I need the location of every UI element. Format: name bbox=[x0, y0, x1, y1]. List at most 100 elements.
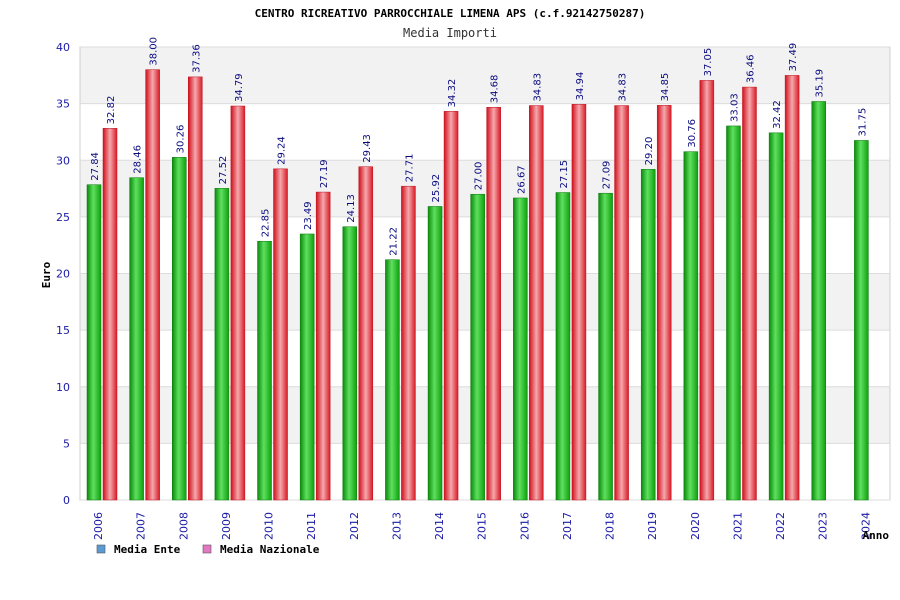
y-tick-label: 15 bbox=[56, 324, 70, 337]
data-label: 37.05 bbox=[703, 48, 714, 77]
x-tick-label: 2007 bbox=[135, 512, 148, 540]
bar-media-nazionale-2015 bbox=[486, 106, 501, 501]
data-label: 34.32 bbox=[447, 79, 458, 108]
data-label: 27.52 bbox=[218, 156, 229, 185]
bar-media-nazionale-2007 bbox=[145, 69, 160, 501]
bar-media-ente-2012 bbox=[342, 226, 358, 501]
bar-media-ente-2017 bbox=[555, 192, 571, 501]
data-label: 34.85 bbox=[660, 73, 671, 102]
x-tick-label: 2018 bbox=[604, 512, 617, 540]
data-label: 34.83 bbox=[532, 73, 543, 102]
data-label: 34.68 bbox=[490, 75, 501, 104]
x-axis-label: Anno bbox=[863, 529, 890, 542]
y-tick-label: 40 bbox=[56, 41, 70, 54]
bar-media-ente-2014 bbox=[427, 206, 443, 501]
data-label: 27.19 bbox=[319, 159, 330, 188]
data-label: 27.09 bbox=[602, 161, 613, 190]
data-label: 21.22 bbox=[388, 227, 399, 256]
x-tick-label: 2008 bbox=[177, 512, 190, 540]
y-tick-label: 0 bbox=[63, 494, 70, 507]
data-label: 38.00 bbox=[149, 37, 160, 66]
x-tick-label: 2010 bbox=[263, 512, 276, 540]
bar-media-nazionale-2006 bbox=[102, 128, 118, 501]
data-label: 32.82 bbox=[106, 96, 117, 125]
x-tick-label: 2016 bbox=[518, 512, 531, 540]
bar-media-nazionale-2014 bbox=[443, 111, 459, 501]
x-tick-label: 2022 bbox=[774, 512, 787, 540]
bar-media-ente-2018 bbox=[598, 192, 613, 501]
data-label: 29.43 bbox=[362, 134, 373, 163]
bar-media-ente-2008 bbox=[172, 157, 187, 501]
bar-media-nazionale-2009 bbox=[230, 105, 246, 501]
y-tick-label: 5 bbox=[63, 437, 70, 450]
data-label: 30.76 bbox=[687, 119, 698, 148]
data-label: 35.19 bbox=[815, 69, 826, 98]
data-label: 29.24 bbox=[277, 136, 288, 165]
x-tick-label: 2017 bbox=[561, 512, 574, 540]
x-tick-label: 2019 bbox=[646, 512, 659, 540]
data-label: 37.49 bbox=[788, 43, 799, 72]
data-labels: 27.84 28.46 30.26 27.52 22.85 23.49 24.13 21.22… bbox=[90, 37, 868, 256]
bar-media-ente-2021 bbox=[726, 125, 741, 501]
x-tick-label: 2012 bbox=[348, 512, 361, 540]
y-axis-ticks: 0 5 10 15 20 25 30 35 40 bbox=[56, 41, 70, 507]
legend-swatch-media-nazionale bbox=[202, 544, 212, 554]
bars bbox=[86, 69, 869, 501]
y-tick-label: 30 bbox=[56, 154, 70, 167]
x-tick-label: 2015 bbox=[476, 512, 489, 540]
x-tick-label: 2020 bbox=[689, 512, 702, 540]
y-tick-label: 20 bbox=[56, 268, 70, 281]
bar-media-ente-2007 bbox=[129, 177, 144, 501]
data-label: 26.67 bbox=[516, 165, 527, 194]
bar-media-ente-2016 bbox=[513, 197, 528, 501]
x-axis-ticks: 2006 2007 2008 2009 2010 2011 2012 2013 2014 2015… bbox=[92, 512, 872, 540]
data-label: 27.84 bbox=[90, 152, 101, 181]
bar-media-nazionale-2016 bbox=[529, 105, 544, 501]
data-label: 34.83 bbox=[618, 73, 629, 102]
bar-media-nazionale-2008 bbox=[188, 76, 203, 501]
bar-media-nazionale-2019 bbox=[656, 105, 672, 501]
data-label: 25.92 bbox=[431, 174, 442, 203]
x-tick-label: 2014 bbox=[433, 512, 446, 540]
legend: Media Ente Media Nazionale bbox=[96, 543, 320, 556]
bar-media-ente-2023 bbox=[811, 101, 826, 501]
data-label: 34.79 bbox=[234, 73, 245, 102]
chart-subtitle: Media Importi bbox=[403, 26, 497, 40]
x-tick-label: 2006 bbox=[92, 512, 105, 540]
data-label: 36.46 bbox=[745, 54, 756, 83]
data-label: 31.75 bbox=[857, 108, 868, 137]
bar-media-nazionale-2021 bbox=[742, 86, 757, 501]
data-label: 27.00 bbox=[474, 162, 485, 191]
legend-label-media-nazionale: Media Nazionale bbox=[220, 543, 320, 556]
x-tick-label: 2021 bbox=[731, 512, 744, 540]
bar-media-ente-2022 bbox=[768, 132, 784, 501]
data-label: 23.49 bbox=[303, 201, 314, 230]
bar-media-nazionale-2022 bbox=[784, 75, 800, 501]
y-tick-label: 10 bbox=[56, 381, 70, 394]
x-tick-label: 2011 bbox=[305, 512, 318, 540]
data-label: 28.46 bbox=[133, 145, 144, 174]
bar-media-nazionale-2020 bbox=[699, 80, 715, 501]
data-label: 24.13 bbox=[346, 194, 357, 223]
bar-media-ente-2013 bbox=[385, 259, 400, 501]
bar-media-nazionale-2017 bbox=[571, 104, 587, 501]
bar-media-nazionale-2012 bbox=[358, 166, 374, 501]
y-tick-label: 35 bbox=[56, 98, 70, 111]
bar-media-nazionale-2013 bbox=[401, 185, 416, 501]
bar-media-nazionale-2018 bbox=[614, 105, 629, 501]
bar-media-ente-2010 bbox=[257, 240, 272, 501]
bar-media-ente-2006 bbox=[86, 184, 102, 501]
data-label: 34.94 bbox=[575, 72, 586, 101]
bar-media-ente-2015 bbox=[470, 193, 485, 501]
data-label: 27.71 bbox=[404, 154, 415, 183]
bar-media-ente-2020 bbox=[683, 151, 699, 501]
bar-media-nazionale-2011 bbox=[315, 191, 331, 501]
data-label: 33.03 bbox=[729, 93, 740, 122]
x-tick-label: 2024 bbox=[859, 512, 872, 540]
data-label: 37.36 bbox=[191, 44, 202, 73]
legend-label-media-ente: Media Ente bbox=[114, 543, 181, 556]
bar-media-ente-2024 bbox=[854, 140, 869, 501]
data-label: 27.15 bbox=[559, 160, 570, 189]
y-axis-label: Euro bbox=[40, 261, 53, 288]
